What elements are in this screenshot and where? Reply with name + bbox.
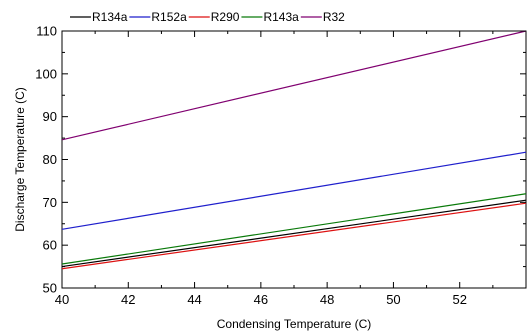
plot-series (61, 30, 527, 270)
x-tick-label: 52 (452, 292, 466, 307)
y-tick-label: 60 (43, 238, 57, 253)
series-line-r32 (61, 30, 527, 141)
y-tick-label: 100 (35, 66, 57, 81)
series-line-r143a (61, 193, 527, 265)
x-axis-title: Condensing Temperature (C) (217, 317, 372, 331)
series-line-r134a (61, 199, 527, 268)
series-line-r152a (61, 151, 527, 230)
y-tick-label: 80 (43, 152, 57, 167)
y-tick-label: 90 (43, 109, 57, 124)
x-tick-label: 48 (320, 292, 334, 307)
series-line-r290 (61, 202, 527, 270)
legend-label: R134a (92, 10, 128, 24)
y-axis-title: Discharge Temperature (C) (13, 87, 27, 232)
x-tick-label: 40 (55, 292, 69, 307)
y-axis: 50 60 70 80 90 100 110 (35, 24, 526, 296)
plot-frame (61, 30, 527, 289)
legend-label: R290 (211, 10, 240, 24)
y-tick-label: 110 (36, 24, 57, 39)
x-tick-label: 42 (121, 292, 135, 307)
y-tick-label: 50 (43, 281, 57, 296)
y-tick-label: 70 (43, 195, 57, 210)
x-tick-label: 44 (187, 292, 201, 307)
legend-label: R143a (263, 10, 299, 24)
x-tick-label: 46 (254, 292, 268, 307)
legend: R134a R152a R290 R143a R32 (70, 10, 345, 24)
legend-label: R32 (323, 10, 345, 24)
x-axis: 40 42 44 46 48 50 52 (55, 31, 494, 307)
x-tick-label: 50 (386, 292, 400, 307)
legend-label: R152a (151, 10, 187, 24)
